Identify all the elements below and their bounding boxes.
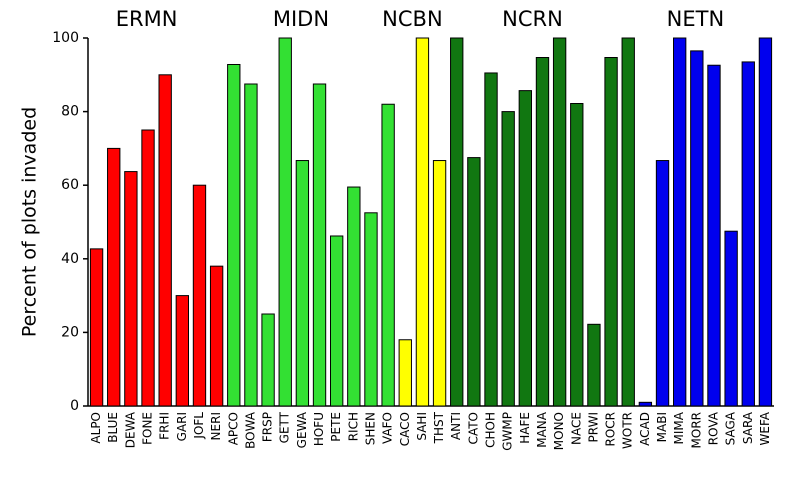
group-label: NCBN bbox=[382, 7, 443, 31]
x-tick-label: MONO bbox=[552, 412, 566, 450]
x-tick-label: SAGA bbox=[724, 411, 738, 445]
x-tick-label: THST bbox=[432, 411, 446, 444]
bar bbox=[741, 61, 755, 407]
bar bbox=[518, 90, 532, 407]
x-tick-label: ACAD bbox=[638, 412, 652, 446]
x-tick-label: BLUE bbox=[106, 412, 120, 443]
bar bbox=[758, 37, 773, 407]
y-tick-label: 40 bbox=[61, 251, 79, 267]
x-tick-label: SARA bbox=[741, 411, 755, 444]
bar bbox=[655, 160, 670, 407]
x-tick-label: MIMA bbox=[672, 411, 686, 444]
bar bbox=[261, 313, 275, 407]
x-tick-label: ALPO bbox=[89, 412, 103, 444]
bar bbox=[707, 64, 721, 407]
bar bbox=[89, 248, 104, 407]
x-tick-label: BOWA bbox=[243, 411, 257, 449]
bar bbox=[209, 265, 224, 407]
bar bbox=[192, 184, 207, 407]
x-tick-label: ANTI bbox=[449, 412, 463, 440]
x-tick-label: HOFU bbox=[312, 412, 326, 446]
bar bbox=[227, 63, 241, 407]
x-tick-label: SAHI bbox=[415, 412, 429, 441]
bar bbox=[330, 235, 344, 407]
x-tick-label: ROCR bbox=[604, 412, 618, 447]
x-tick-label: GETT bbox=[278, 411, 292, 443]
bar bbox=[107, 147, 121, 407]
x-tick-label: DEWA bbox=[123, 411, 137, 448]
bar bbox=[552, 37, 567, 407]
x-tick-label: GARI bbox=[175, 412, 189, 441]
x-tick-label: FRSP bbox=[261, 412, 275, 442]
bar bbox=[604, 57, 618, 407]
bar bbox=[347, 186, 361, 407]
x-tick-label: MABI bbox=[655, 412, 669, 442]
x-tick-label: PRWI bbox=[586, 412, 600, 443]
bar bbox=[381, 103, 395, 407]
x-tick-label: HAFE bbox=[518, 412, 532, 444]
bar bbox=[690, 50, 704, 407]
bar bbox=[278, 37, 292, 407]
x-tick-label: CACO bbox=[398, 412, 412, 446]
bar bbox=[364, 212, 378, 407]
x-tick-label: MANA bbox=[535, 411, 549, 448]
x-tick-label: JOFL bbox=[192, 412, 206, 440]
y-tick-label: 0 bbox=[70, 398, 79, 414]
bar bbox=[158, 74, 172, 407]
group-label: MIDN bbox=[273, 7, 329, 31]
bar bbox=[570, 103, 584, 407]
y-tick-label: 100 bbox=[52, 30, 79, 46]
y-tick-label: 60 bbox=[61, 177, 79, 193]
x-tick-label: FONE bbox=[141, 412, 155, 445]
bar bbox=[484, 72, 498, 407]
x-tick-label: SHEN bbox=[363, 412, 377, 445]
x-tick-label: ROVA bbox=[706, 411, 720, 445]
group-label: ERMN bbox=[116, 7, 178, 31]
bar bbox=[141, 129, 155, 407]
bar bbox=[621, 37, 635, 407]
bar bbox=[587, 323, 601, 407]
x-tick-label: WOTR bbox=[621, 412, 635, 449]
bar bbox=[398, 339, 412, 407]
x-tick-label: FRHI bbox=[158, 412, 172, 440]
bar bbox=[295, 160, 310, 407]
bar bbox=[312, 83, 327, 407]
x-tick-label: APCO bbox=[226, 412, 240, 445]
bar bbox=[175, 295, 189, 407]
x-tick-label: GEWA bbox=[295, 411, 309, 448]
x-tick-label: VAFO bbox=[381, 412, 395, 444]
x-tick-label: PETE bbox=[329, 412, 343, 442]
bar bbox=[638, 401, 653, 407]
group-label: NCRN bbox=[502, 7, 563, 31]
x-tick-label: MORR bbox=[689, 412, 703, 448]
y-axis-label: Percent of plots invaded bbox=[19, 107, 41, 337]
y-tick-label: 80 bbox=[61, 104, 79, 120]
bar bbox=[673, 37, 687, 407]
bar bbox=[415, 37, 430, 407]
bar bbox=[244, 83, 258, 407]
bar bbox=[467, 157, 481, 407]
x-tick-label: GWMP bbox=[501, 412, 515, 451]
x-tick-label: CATO bbox=[466, 412, 480, 444]
x-tick-label: NACE bbox=[569, 412, 583, 445]
bar bbox=[724, 230, 738, 407]
bar bbox=[535, 57, 550, 407]
x-tick-label: CHOH bbox=[484, 412, 498, 448]
y-tick-label: 20 bbox=[61, 324, 79, 340]
x-tick-label: RICH bbox=[346, 412, 360, 441]
bar bbox=[124, 171, 138, 407]
group-label: NETN bbox=[667, 7, 725, 31]
bar bbox=[432, 160, 447, 407]
bar bbox=[450, 37, 464, 407]
x-tick-label: NERI bbox=[209, 412, 223, 440]
x-tick-label: WEFA bbox=[758, 411, 772, 445]
bar bbox=[501, 111, 515, 407]
